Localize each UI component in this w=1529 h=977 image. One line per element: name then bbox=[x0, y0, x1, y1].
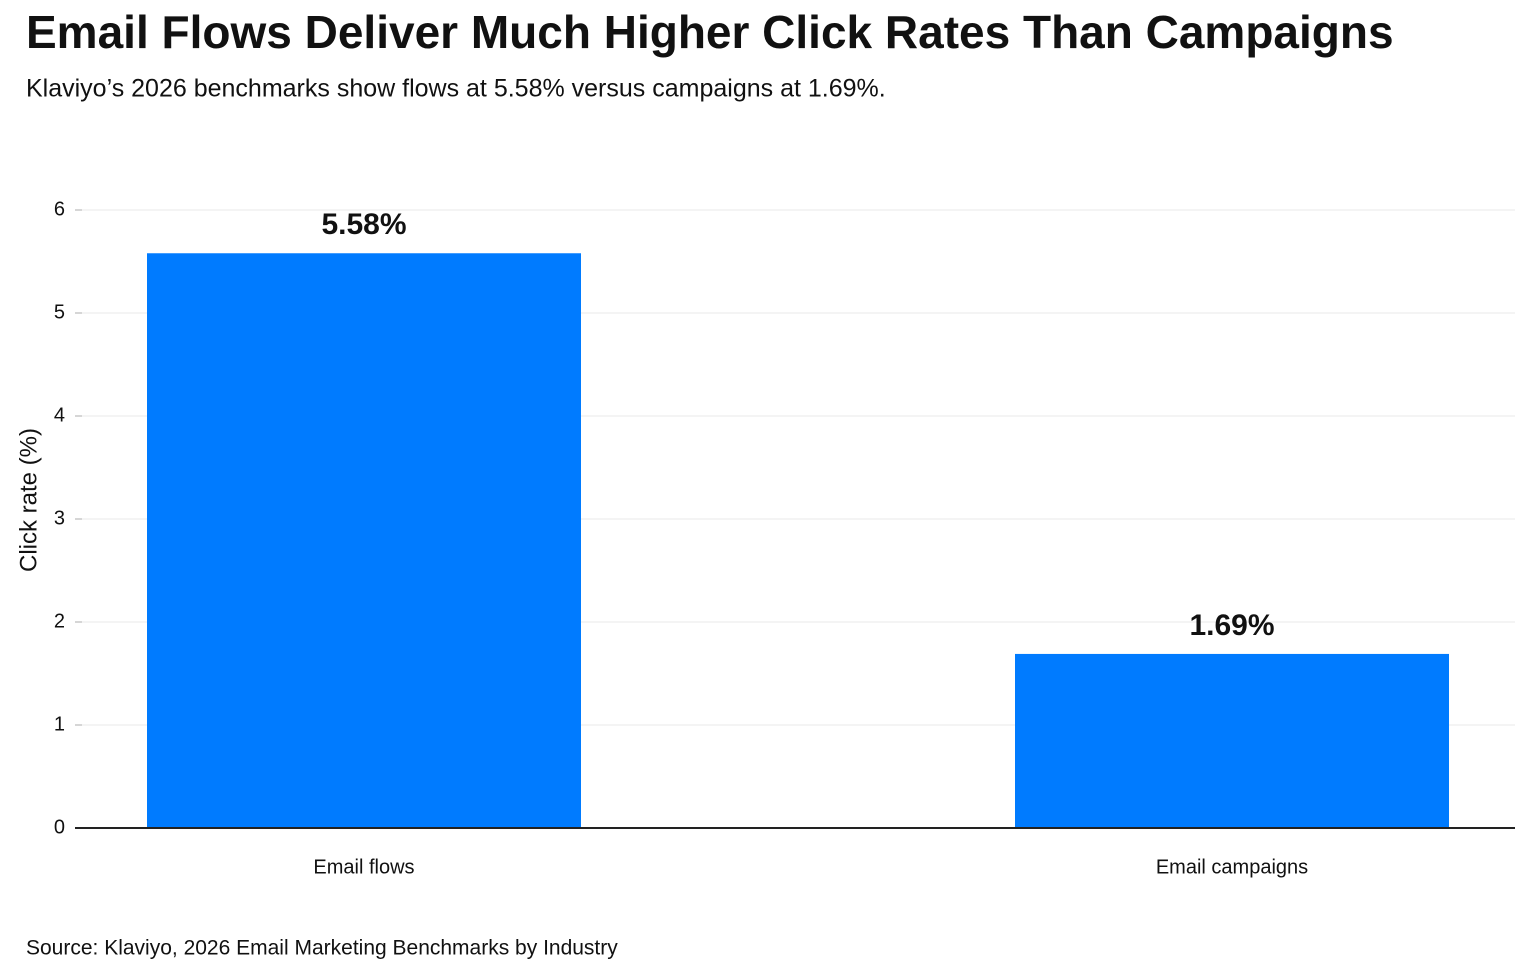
y-tick-label: 6 bbox=[54, 198, 65, 220]
chart-title: Email Flows Deliver Much Higher Click Ra… bbox=[26, 6, 1394, 58]
value-label: 1.69% bbox=[1189, 609, 1274, 642]
value-label: 5.58% bbox=[321, 208, 406, 241]
y-tick-label: 1 bbox=[54, 713, 65, 735]
y-tick-label: 5 bbox=[54, 301, 65, 323]
y-tick-label: 2 bbox=[54, 610, 65, 632]
source: Source: Klaviyo, 2026 Email Marketing Be… bbox=[26, 937, 618, 960]
x-tick-label: Email flows bbox=[313, 856, 414, 878]
y-tick-label: 4 bbox=[54, 404, 65, 426]
y-axis-label: Click rate (%) bbox=[15, 428, 42, 572]
y-tick-label: 0 bbox=[54, 816, 65, 838]
chart-subtitle: Klaviyo’s 2026 benchmarks show flows at … bbox=[26, 75, 886, 103]
y-tick-label: 3 bbox=[54, 507, 65, 529]
bar bbox=[147, 253, 581, 828]
bar bbox=[1015, 653, 1449, 828]
x-tick-label: Email campaigns bbox=[1156, 856, 1308, 878]
